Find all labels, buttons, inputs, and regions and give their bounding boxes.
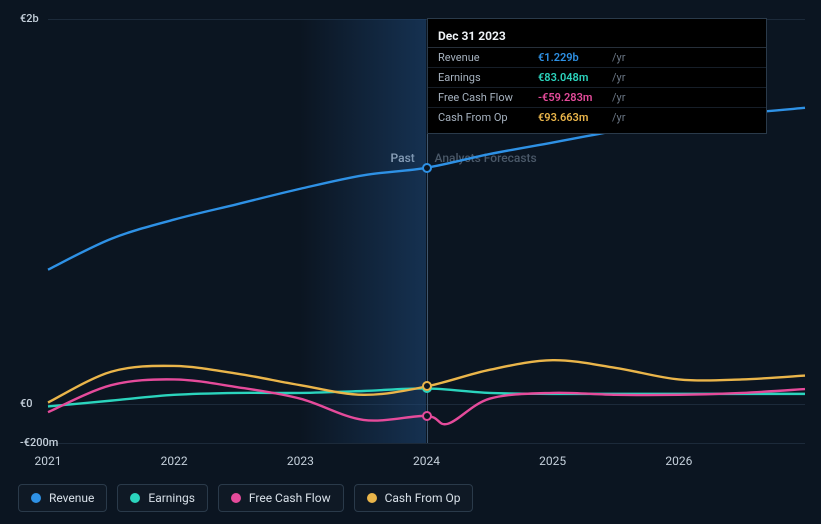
legend-label: Cash From Op — [385, 491, 461, 505]
tooltip-row-suffix: /yr — [612, 71, 625, 84]
tooltip-row-label: Cash From Op — [438, 111, 538, 124]
tooltip-row-value: -€59.283m — [538, 91, 608, 104]
legend-swatch-icon — [130, 493, 140, 503]
legend-item-earnings[interactable]: Earnings — [117, 484, 208, 512]
tooltip-row-label: Free Cash Flow — [438, 91, 538, 104]
legend-item-revenue[interactable]: Revenue — [18, 484, 107, 512]
tooltip-row-suffix: /yr — [612, 51, 625, 64]
tooltip-date: Dec 31 2023 — [428, 25, 766, 48]
x-axis-label: 2025 — [539, 454, 566, 468]
tooltip: Dec 31 2023Revenue€1.229b/yrEarnings€83.… — [427, 18, 767, 134]
tooltip-row: Earnings€83.048m/yr — [428, 68, 766, 88]
y-gridline — [48, 443, 805, 444]
legend-label: Earnings — [148, 491, 195, 505]
legend-swatch-icon — [367, 493, 377, 503]
tooltip-row-suffix: /yr — [612, 111, 625, 124]
tooltip-row-label: Earnings — [438, 71, 538, 84]
y-axis-label: €2b — [20, 12, 39, 25]
x-axis-label: 2022 — [161, 454, 188, 468]
x-axis-label: 2026 — [665, 454, 692, 468]
tooltip-row-suffix: /yr — [612, 91, 625, 104]
tooltip-row: Revenue€1.229b/yr — [428, 48, 766, 68]
tooltip-row-value: €93.663m — [538, 111, 608, 124]
legend-item-fcf[interactable]: Free Cash Flow — [218, 484, 344, 512]
x-axis-label: 2023 — [287, 454, 314, 468]
legend-swatch-icon — [231, 493, 241, 503]
legend-swatch-icon — [31, 493, 41, 503]
tooltip-row: Cash From Op€93.663m/yr — [428, 108, 766, 127]
tooltip-row-label: Revenue — [438, 51, 538, 64]
series-line-earnings — [48, 388, 805, 406]
tooltip-row-value: €83.048m — [538, 71, 608, 84]
legend: Revenue Earnings Free Cash Flow Cash From O… — [18, 484, 473, 512]
legend-item-cfo[interactable]: Cash From Op — [354, 484, 474, 512]
x-axis-label: 2024 — [413, 454, 440, 468]
x-axis-label: 2021 — [35, 454, 62, 468]
legend-label: Free Cash Flow — [249, 491, 331, 505]
legend-label: Revenue — [49, 491, 94, 505]
y-axis-label: €0 — [20, 397, 33, 410]
tooltip-row: Free Cash Flow-€59.283m/yr — [428, 88, 766, 108]
tooltip-row-value: €1.229b — [538, 51, 608, 64]
